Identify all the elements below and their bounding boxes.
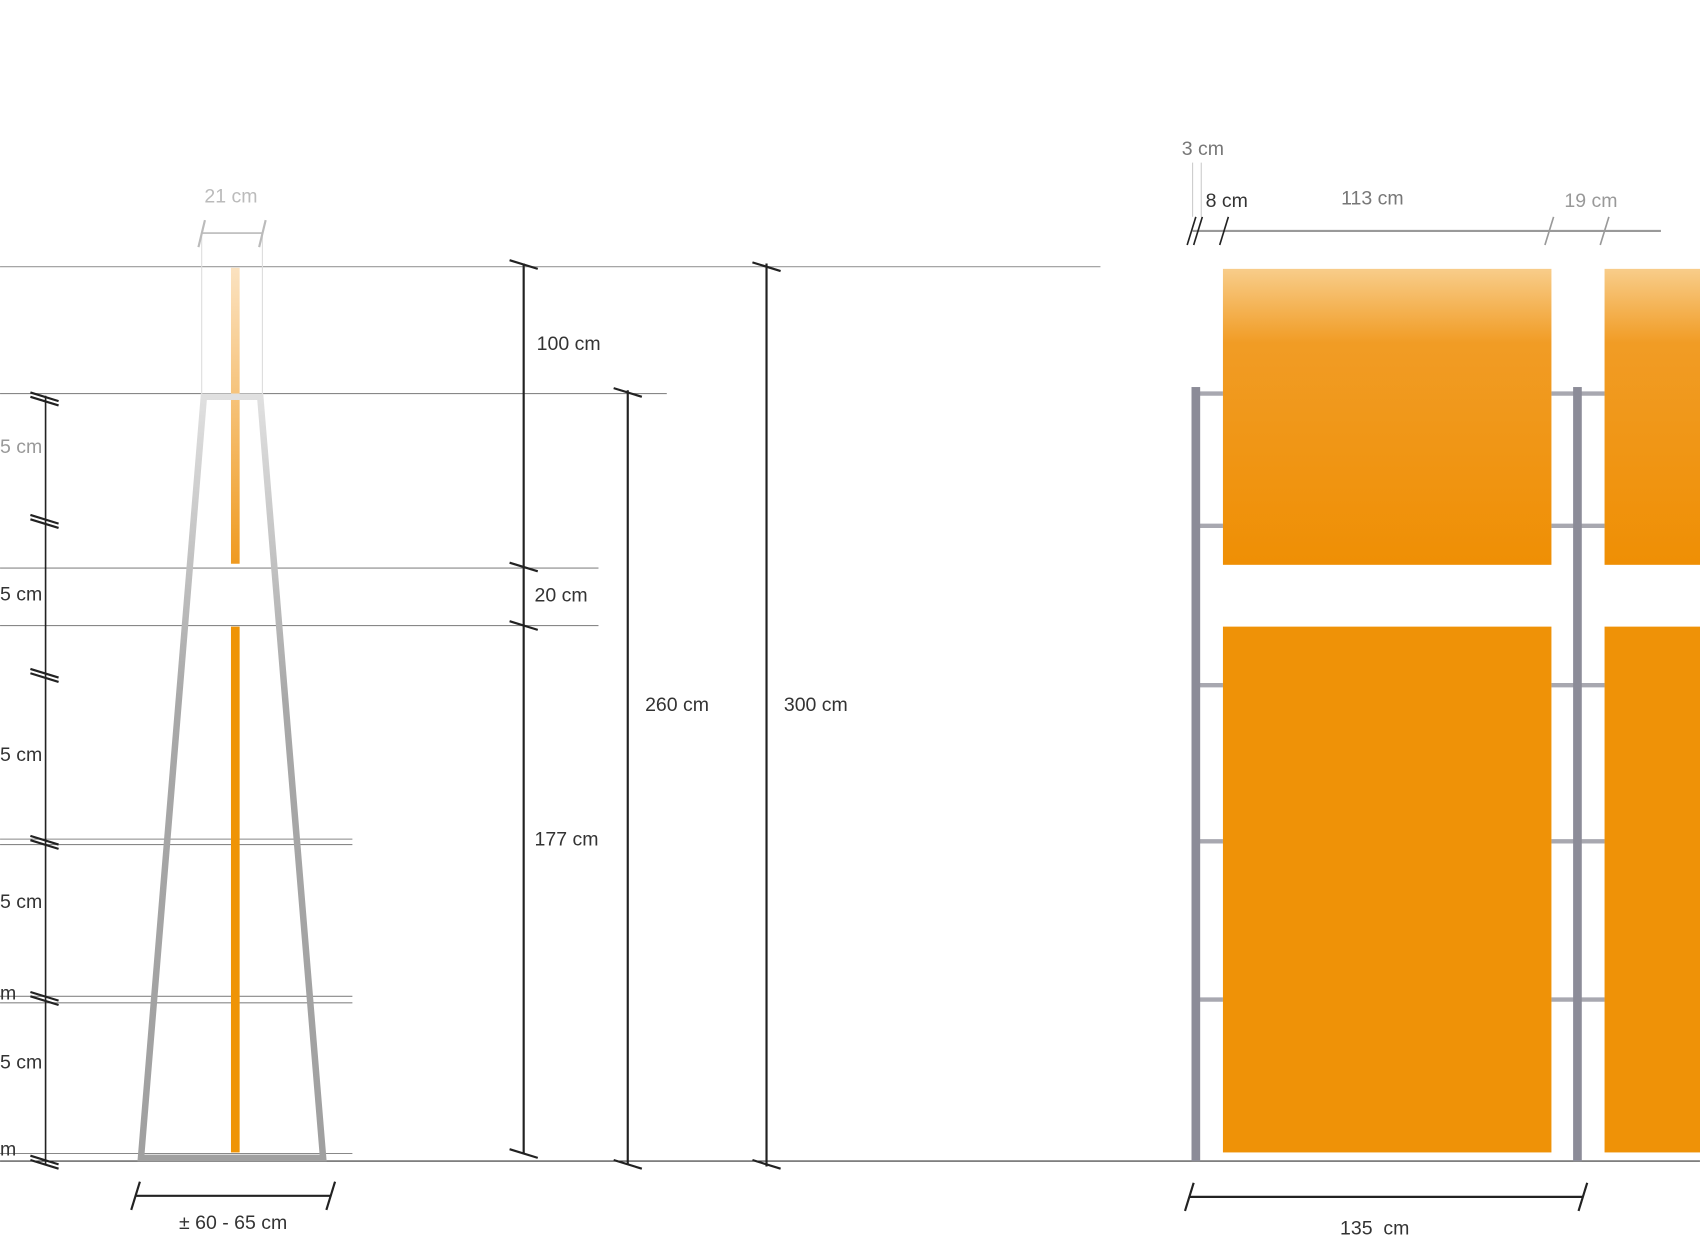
dim-label: 100 cm — [537, 333, 601, 355]
post — [1573, 387, 1582, 1162]
dim-label: 20 cm — [535, 584, 588, 606]
dim-label: 3 cm — [1182, 138, 1224, 160]
side-label: 5 cm — [0, 1052, 42, 1074]
dim-label: 113 cm — [1341, 188, 1404, 210]
side-label: m — [0, 1138, 16, 1160]
panel-view: 3 cm 8 cm 113 cm 19 cm 135 cm — [1182, 138, 1700, 1240]
pole-top — [230, 267, 240, 564]
panel-dimensions — [1183, 162, 1661, 1212]
side-label: 5 cm — [0, 891, 42, 913]
side-label: m — [0, 982, 16, 1004]
dim-label: 135 cm — [1340, 1218, 1409, 1240]
side-label: 5 cm — [0, 436, 42, 458]
panels — [1222, 268, 1700, 1153]
dim-label: 8 cm — [1206, 190, 1248, 212]
ladder-view: 21 cm 100 cm 20 cm 177 cm 260 cm 300 cm … — [0, 185, 1700, 1234]
dim-label: 19 cm — [1564, 190, 1617, 212]
dim-label: 177 cm — [535, 828, 599, 850]
dim-label: 300 cm — [784, 694, 848, 716]
ladder-frame — [137, 393, 327, 1162]
side-label: 5 cm — [0, 744, 42, 766]
dimension-lines — [30, 219, 781, 1211]
pole-bottom — [230, 626, 240, 1153]
dim-label: 21 cm — [204, 185, 257, 207]
side-label: 5 cm — [0, 583, 42, 605]
dim-label: 260 cm — [645, 694, 709, 716]
post — [1191, 387, 1201, 1162]
dim-label: ± 60 - 65 cm — [179, 1212, 287, 1234]
